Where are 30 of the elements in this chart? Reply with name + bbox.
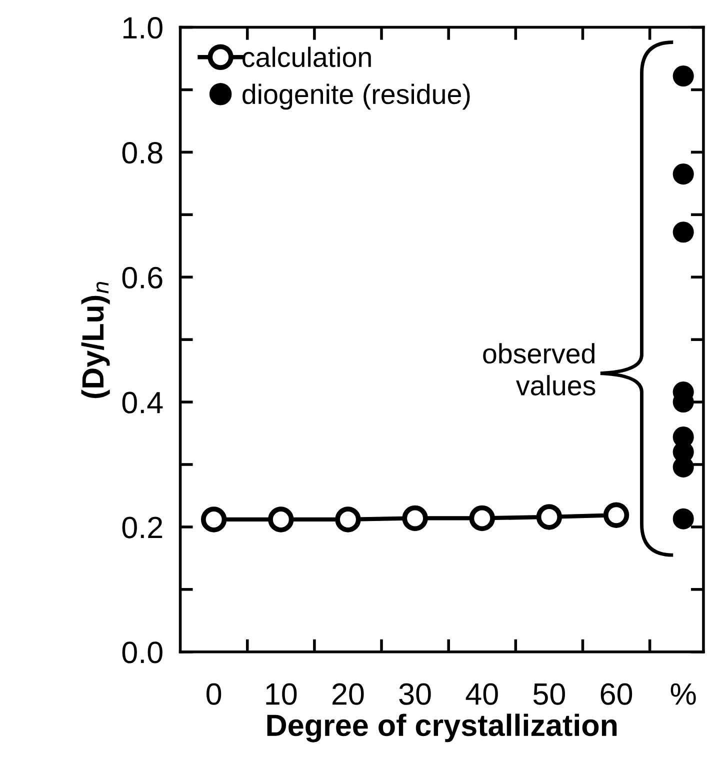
point	[536, 504, 562, 530]
x-tick-label: 60	[600, 683, 632, 705]
x-tick-label: 10	[266, 683, 297, 705]
y-tick-label: 1.0	[123, 17, 162, 39]
y-axis-title: (Dy/Lu)$_{n}$	[81, 282, 110, 398]
point	[672, 508, 694, 530]
point	[268, 506, 294, 532]
y-tick-label: 0.0	[122, 642, 162, 664]
point	[200, 506, 227, 532]
legend-label: diogenite (residue)	[242, 84, 470, 110]
point	[402, 505, 428, 532]
y-tick-label: 0.6	[122, 266, 162, 288]
y-tick-label: 0.4	[122, 392, 163, 414]
y-tick-label: 0.2	[122, 516, 162, 538]
x-tick-label: 40	[466, 683, 498, 705]
y-tick-label: 0.8	[122, 142, 162, 164]
point	[335, 506, 361, 532]
x-tick-label: 50	[533, 683, 565, 705]
x-tick-label: %	[670, 683, 696, 705]
point	[672, 65, 694, 87]
annotation: observed values	[483, 343, 596, 396]
point	[469, 505, 495, 532]
legend-label: calculation	[242, 46, 371, 68]
x-tick-label: 20	[332, 683, 364, 705]
x-tick-label: 30	[399, 683, 431, 705]
x-axis-title: Degree of crystallization	[267, 714, 617, 742]
point	[672, 164, 694, 185]
point	[672, 222, 694, 243]
point	[603, 502, 630, 528]
x-tick-label: 0	[206, 683, 222, 705]
